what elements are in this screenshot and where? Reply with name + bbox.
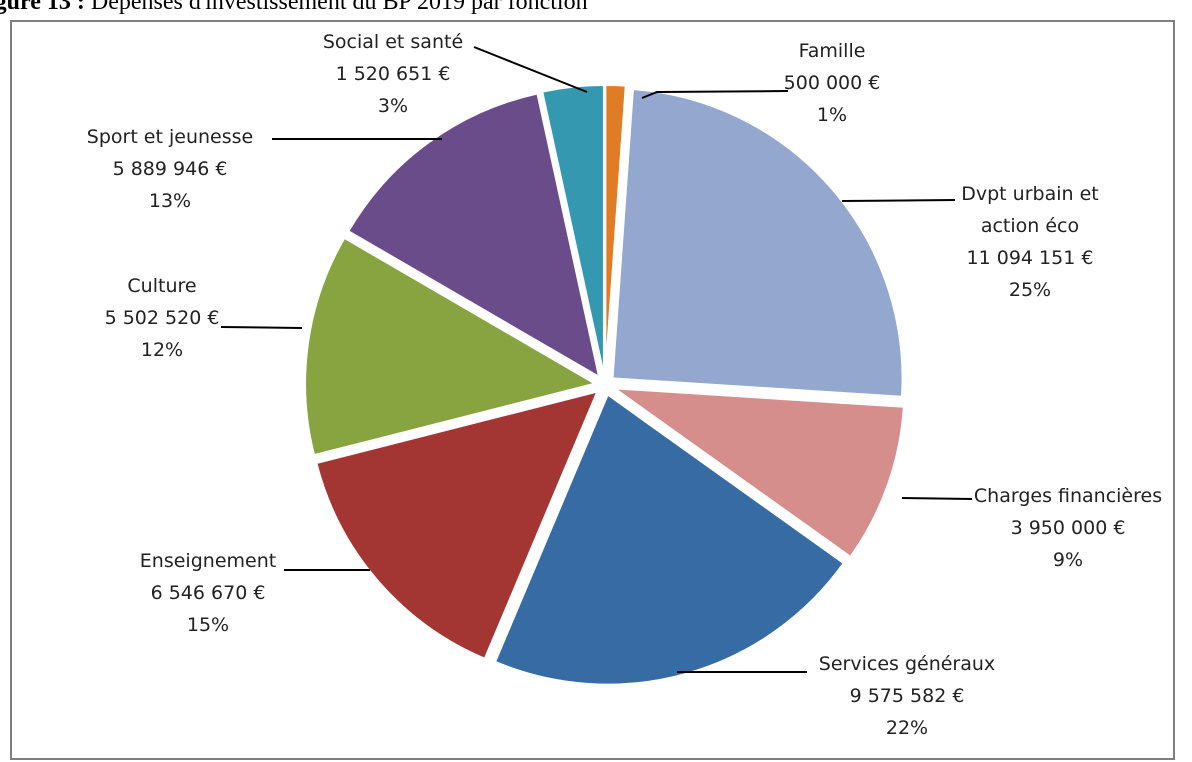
figure-caption: igure 13 : Dépenses d'investissement du … (0, 0, 588, 16)
percent-label: 3% (378, 95, 408, 117)
figure-title: Dépenses d'investissement du BP 2019 par… (90, 0, 588, 15)
category-name: Enseignement (140, 550, 276, 572)
value-label: 1 520 651 € (336, 63, 451, 85)
pie-slice-6 (304, 236, 598, 457)
category-name: Sport et jeunesse (87, 126, 253, 148)
category-name: Dvpt urbain et (961, 183, 1098, 205)
figure-label: igure 13 : (0, 0, 85, 15)
pie-slice-3 (610, 387, 905, 559)
slice-label-8: Social et santé 1 520 651 € 3% (323, 31, 463, 117)
data-labels: Famille 500 000 € 1% Dvpt urbain et action é… (87, 31, 1162, 739)
value-label: 9 575 582 € (850, 685, 965, 707)
percent-label: 12% (141, 339, 183, 361)
percent-label: 25% (1009, 279, 1051, 301)
percent-label: 15% (187, 614, 229, 636)
value-label: 5 502 520 € (105, 307, 220, 329)
slice-label-3: Charges financières 3 950 000 € 9% (974, 485, 1162, 571)
value-label: 6 546 670 € (151, 582, 266, 604)
value-label: 5 889 946 € (113, 158, 228, 180)
category-name: action éco (981, 215, 1079, 237)
category-name: Famille (799, 40, 866, 62)
pie-slice-2 (611, 88, 904, 398)
leader-lines (220, 46, 973, 673)
percent-label: 22% (886, 717, 928, 739)
leader-line-6 (220, 326, 303, 329)
pie-slice-7 (346, 92, 601, 379)
category-name: Social et santé (323, 31, 463, 53)
percent-label: 9% (1053, 549, 1083, 571)
slice-label-5: Enseignement 6 546 670 € 15% (140, 550, 276, 636)
leader-line-1 (641, 90, 789, 99)
pie-slice-5 (315, 390, 600, 661)
value-label: 11 094 151 € (967, 247, 1094, 269)
pie-slices (304, 84, 905, 686)
value-label: 500 000 € (784, 72, 881, 94)
slice-label-1: Famille 500 000 € 1% (784, 40, 881, 126)
category-name: Culture (127, 275, 196, 297)
pie-chart: Famille 500 000 € 1% Dvpt urbain et action é… (87, 31, 1162, 739)
category-name: Services généraux (819, 653, 995, 675)
category-name: Charges financières (974, 485, 1162, 507)
value-label: 3 950 000 € (1011, 517, 1126, 539)
percent-label: 13% (149, 190, 191, 212)
slice-label-2: Dvpt urbain et action éco 11 094 151 € 25% (961, 183, 1098, 301)
slice-label-7: Sport et jeunesse 5 889 946 € 13% (87, 126, 253, 212)
slice-label-4: Services généraux 9 575 582 € 22% (819, 653, 995, 739)
percent-label: 1% (817, 104, 847, 126)
slice-label-6: Culture 5 502 520 € 12% (105, 275, 220, 361)
chart-frame: Famille 500 000 € 1% Dvpt urbain et action é… (10, 20, 1175, 760)
pie-slice-4 (493, 393, 846, 686)
leader-line-8 (473, 46, 588, 93)
leader-line-2 (841, 199, 956, 202)
pie-slice-1 (604, 84, 627, 376)
leader-line-3 (901, 497, 973, 500)
